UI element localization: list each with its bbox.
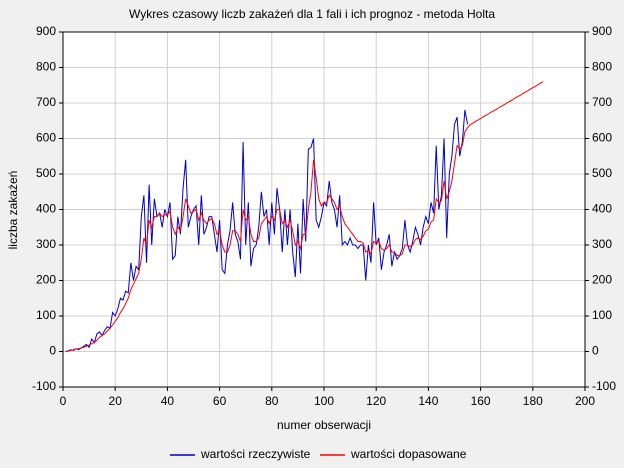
x-tick-label: 60 [213,394,227,408]
legend-label: wartości dopasowane [350,447,467,461]
x-tick-label: 80 [265,394,279,408]
x-tick-label: 20 [109,394,123,408]
y-tick-label: 400 [36,202,56,216]
y2-tick-label: 700 [592,95,612,109]
y2-tick-label: -100 [592,379,616,393]
series-line [65,110,469,352]
chart-title: Wykres czasowy liczb zakażeń dla 1 fali … [129,7,495,21]
y2-tick-label: 600 [592,131,612,145]
y-tick-label: 900 [36,24,56,38]
y-tick-label: 700 [36,95,56,109]
x-tick-label: 180 [523,394,543,408]
y-tick-label: 300 [36,237,56,251]
y-tick-label: 200 [36,273,56,287]
x-tick-label: 140 [418,394,438,408]
y2-tick-label: 400 [592,202,612,216]
legend-label: wartości rzeczywiste [200,447,311,461]
y-tick-label: -100 [32,379,56,393]
x-tick-label: 0 [60,394,67,408]
y-tick-label: 800 [36,60,56,74]
y-axis-label: liczba zakażeń [6,171,20,250]
y2-tick-label: 800 [592,60,612,74]
y-tick-label: 600 [36,131,56,145]
y2-tick-label: 900 [592,24,612,38]
x-tick-label: 120 [366,394,386,408]
x-tick-label: 100 [314,394,334,408]
y2-tick-label: 100 [592,308,612,322]
x-tick-label: 200 [575,394,595,408]
x-tick-label: 160 [471,394,491,408]
y2-tick-label: 500 [592,166,612,180]
series-line [65,81,544,352]
y-tick-label: 0 [49,344,56,358]
plot-frame [62,31,586,388]
y2-tick-label: 0 [592,344,599,358]
y2-tick-label: 200 [592,273,612,287]
y2-tick-label: 300 [592,237,612,251]
x-tick-label: 40 [161,394,175,408]
y-tick-label: 100 [36,308,56,322]
y-tick-label: 500 [36,166,56,180]
x-axis-label: numer obserwacji [277,418,371,432]
